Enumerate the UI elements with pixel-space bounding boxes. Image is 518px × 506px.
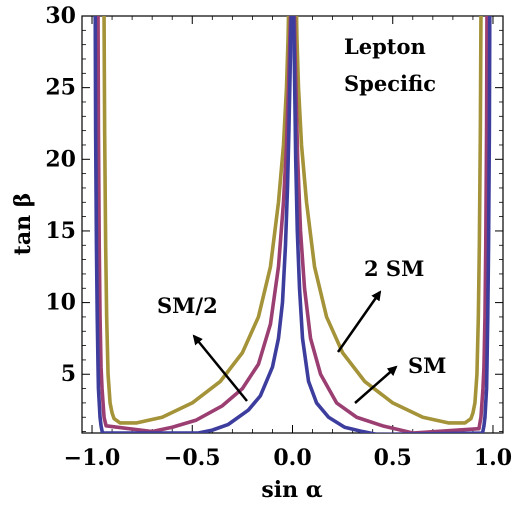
y-tick-label: 30 [45,3,76,29]
header-line-1: Lepton [344,34,426,59]
y-tick-label: 25 [45,75,76,101]
y-tick-label: 5 [61,361,76,387]
series-line-sm-branch-1 [292,16,489,433]
series-layer [93,16,492,433]
y-axis-title: tan β [10,193,36,256]
y-tick-label: 20 [45,146,76,172]
x-tick-label: −0.5 [164,445,221,471]
header-line-2: Specific [344,71,436,96]
arrow-sm-half [192,334,248,402]
x-tick-label: 0.0 [273,445,311,471]
series-line-sm-branch-0 [96,16,293,433]
series-line-sm-2-branch-1 [291,16,492,433]
series-line-2-sm-branch-0 [102,16,291,425]
y-tick-label: 15 [45,218,76,244]
x-tick-label: 1.0 [474,445,512,471]
series-line-2-sm-branch-1 [294,16,483,425]
arrow-2sm [336,290,382,353]
annotation-sm: SM [408,353,446,378]
x-axis-title: sin α [261,477,322,503]
x-tick-label: −1.0 [64,445,121,471]
series-line-sm-2-branch-0 [93,16,294,433]
axis-ticks: −1.0 −0.5 0.0 0.5 1.0 5 10 15 20 25 30 [45,3,512,471]
y-tick-label: 10 [45,290,76,316]
annotation-sm-half: SM/2 [157,293,218,318]
arrow-sm [354,365,398,404]
x-tick-label: 0.5 [374,445,412,471]
annotation-2sm: 2 SM [364,256,424,281]
